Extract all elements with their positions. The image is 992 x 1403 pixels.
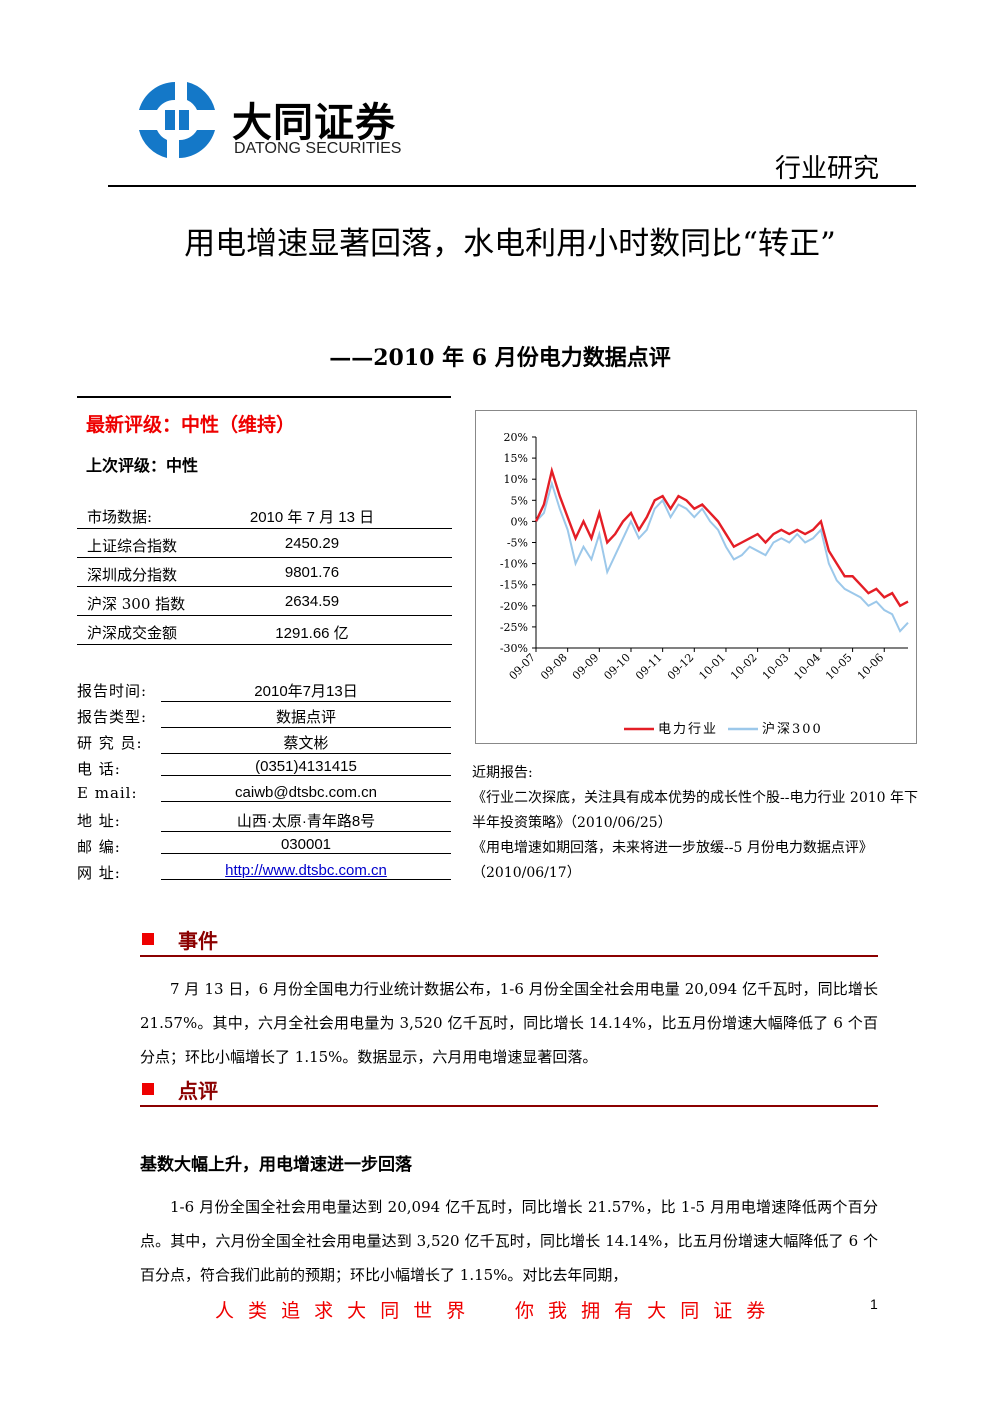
section-title: 点评	[178, 1079, 218, 1103]
x-tick-label: 10-04	[791, 651, 823, 683]
info-value: (0351)4131415	[161, 758, 451, 776]
rule	[77, 396, 451, 398]
table-row: 上证综合指数 2450.29	[77, 529, 452, 558]
recent-label: 近期报告:	[472, 765, 533, 781]
x-tick-label: 10-06	[855, 651, 887, 683]
page-number: 1	[870, 1296, 878, 1312]
table-cell: 1291.66 亿	[275, 625, 349, 642]
x-tick-label: 09-07	[507, 651, 539, 683]
table-cell: 2634.59	[284, 593, 340, 610]
info-label: 邮 编:	[77, 838, 121, 856]
y-tick-label: -10%	[500, 558, 528, 571]
recent-item: 《用电增速如期回落，未来将进一步放缓--5 月份电力数据点评》（2010/06/…	[472, 840, 873, 881]
link[interactable]: http://www.dtsbc.com.cn	[161, 862, 451, 880]
info-value: 蔡文彬	[161, 732, 451, 754]
section-heading: 点评	[140, 1075, 878, 1107]
y-tick-label: 15%	[504, 452, 528, 465]
logo-en: DATONG SECURITIES	[234, 140, 402, 157]
x-tick-label: 10-05	[823, 651, 855, 683]
table-row: 市场数据: 2010 年 7 月 13 日	[77, 500, 452, 529]
rating-previous: 上次评级：中性	[86, 456, 199, 475]
logo-cn: 大同证券	[232, 101, 396, 145]
table-cell: 深圳成分指数	[87, 566, 178, 584]
y-tick-label: -25%	[500, 621, 528, 634]
y-tick-label: 0%	[511, 515, 528, 528]
info-label: 地 址:	[77, 812, 121, 830]
info-value: 山西·太原·青年路8号	[161, 810, 451, 832]
info-value: caiwb@dtsbc.com.cn	[161, 784, 451, 802]
logo-mark	[139, 82, 215, 158]
y-tick-label: 10%	[504, 473, 528, 486]
x-tick-label: 09-11	[633, 651, 665, 683]
table-cell: 9801.76	[284, 564, 340, 581]
table-row: 深圳成分指数 9801.76	[77, 558, 452, 587]
info-label: 网 址:	[77, 864, 121, 882]
info-label: 报告类型:	[77, 708, 148, 726]
info-row: 网 址: http://www.dtsbc.com.cn	[77, 860, 453, 886]
x-tick-label: 09-12	[665, 651, 697, 683]
table-cell: 市场数据:	[87, 508, 153, 526]
info-label: E mail:	[77, 784, 138, 802]
info-row: 研 究 员: 蔡文彬	[77, 730, 453, 756]
chart: 20%15%10%5%0%-5%-10%-15%-20%-25%-30%09-0…	[475, 410, 917, 744]
section-title: 事件	[178, 929, 218, 953]
y-tick-label: -15%	[500, 579, 528, 592]
table-cell: 2450.29	[284, 535, 340, 552]
legend-label: 沪深300	[762, 721, 823, 737]
paragraph: 7 月 13 日，6 月份全国电力行业统计数据公布，1-6 月份全国全社会用电量…	[140, 980, 878, 1066]
table-cell: 2010 年 7 月 13 日	[249, 509, 375, 526]
info-row: 地 址: 山西·太原·青年路8号	[77, 808, 453, 834]
info-value: 2010年7月13日	[161, 680, 451, 702]
x-tick-label: 09-09	[570, 651, 602, 683]
info-value: 030001	[161, 836, 451, 854]
info-label: 研 究 员:	[77, 734, 143, 752]
header-rule	[108, 185, 916, 187]
info-row: 报告时间: 2010年7月13日	[77, 678, 453, 704]
y-tick-label: -5%	[507, 537, 528, 550]
recent-item: 《行业二次探底，关注具有成本优势的成长性个股--电力行业 2010 年下半年投资…	[472, 790, 918, 831]
y-tick-label: 5%	[511, 494, 528, 507]
line-series	[534, 466, 909, 608]
subheading: 基数大幅上升，用电增速进一步回落	[140, 1155, 412, 1175]
legend-label: 电力行业	[658, 722, 718, 737]
y-tick-label: 20%	[504, 431, 528, 444]
info-label: 报告时间:	[77, 682, 148, 700]
info-row: 邮 编: 030001	[77, 834, 453, 860]
x-tick-label: 10-02	[728, 651, 760, 683]
info-row: 电 话: (0351)4131415	[77, 756, 453, 782]
x-tick-label: 09-08	[538, 651, 570, 683]
x-tick-label: 10-01	[696, 651, 728, 683]
table-cell: 上证综合指数	[87, 537, 178, 555]
section-heading: 事件	[140, 925, 878, 957]
info-label: 电 话:	[77, 760, 121, 778]
category: 行业研究	[775, 154, 880, 184]
subtitle: ——2010 年 6 月份电力数据点评	[329, 345, 671, 371]
paragraph: 1-6 月份全国全社会用电量达到 20,094 亿千瓦时，同比增长 21.57%…	[140, 1198, 878, 1284]
table-cell: 沪深 300 指数	[87, 595, 186, 613]
table-row: 沪深 300 指数 2634.59	[77, 587, 452, 616]
y-tick-label: -20%	[500, 600, 528, 613]
y-tick-label: -30%	[500, 642, 528, 655]
info-row: 报告类型: 数据点评	[77, 704, 453, 730]
x-tick-label: 09-10	[601, 651, 633, 683]
table-row: 沪深成交金额 1291.66 亿	[77, 616, 452, 645]
table-cell: 沪深成交金额	[87, 624, 178, 642]
recent-reports: 《行业二次探底，关注具有成本优势的成长性个股--电力行业 2010 年下半年投资…	[472, 786, 924, 886]
x-tick-label: 10-03	[760, 651, 792, 683]
title: 用电增速显著回落，水电利用小时数同比“转正”	[184, 226, 836, 262]
info-row: E mail: caiwb@dtsbc.com.cn	[77, 782, 453, 808]
info-value: 数据点评	[161, 706, 451, 728]
rating-current: 最新评级：中性（维持）	[86, 414, 296, 436]
line-series	[535, 479, 909, 633]
slogan: 你 我 拥 有 大 同 证 券	[515, 1296, 770, 1323]
slogan: 人 类 追 求 大 同 世 界	[215, 1296, 470, 1323]
